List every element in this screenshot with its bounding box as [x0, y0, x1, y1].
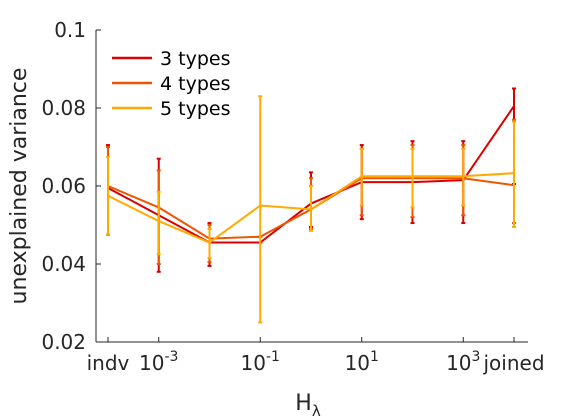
- legend-label: 5 types: [160, 98, 230, 120]
- y-tick-label: 0.02: [41, 330, 86, 354]
- axis-labels: unexplained variance Hλ: [7, 68, 321, 420]
- legend-label: 3 types: [160, 48, 230, 70]
- x-tick-label: 101: [345, 349, 379, 375]
- x-tick-label: 10-3: [139, 349, 178, 375]
- y-tick-label: 0.04: [41, 252, 86, 276]
- y-tick-label: 0.08: [41, 96, 86, 120]
- x-tick-label: joined: [482, 351, 544, 375]
- series-line: [107, 172, 515, 244]
- series-3: [106, 95, 516, 324]
- x-tick-label: indv: [87, 351, 130, 375]
- legend-label: 4 types: [160, 73, 230, 95]
- series-layer: [106, 87, 516, 324]
- x-axis-title: Hλ: [295, 391, 321, 420]
- axes: 0.02 0.04 0.06 0.08 0.1 indv 10-3 10-1 101 103 joi…: [41, 18, 544, 375]
- legend: 3 types 4 types 5 types: [112, 48, 230, 120]
- x-tick-label: 10-1: [241, 349, 280, 375]
- y-tick-label: 0.06: [41, 174, 86, 198]
- y-axis-title: unexplained variance: [7, 68, 32, 305]
- y-tick-label: 0.1: [54, 18, 86, 42]
- x-tick-label: 103: [446, 349, 480, 375]
